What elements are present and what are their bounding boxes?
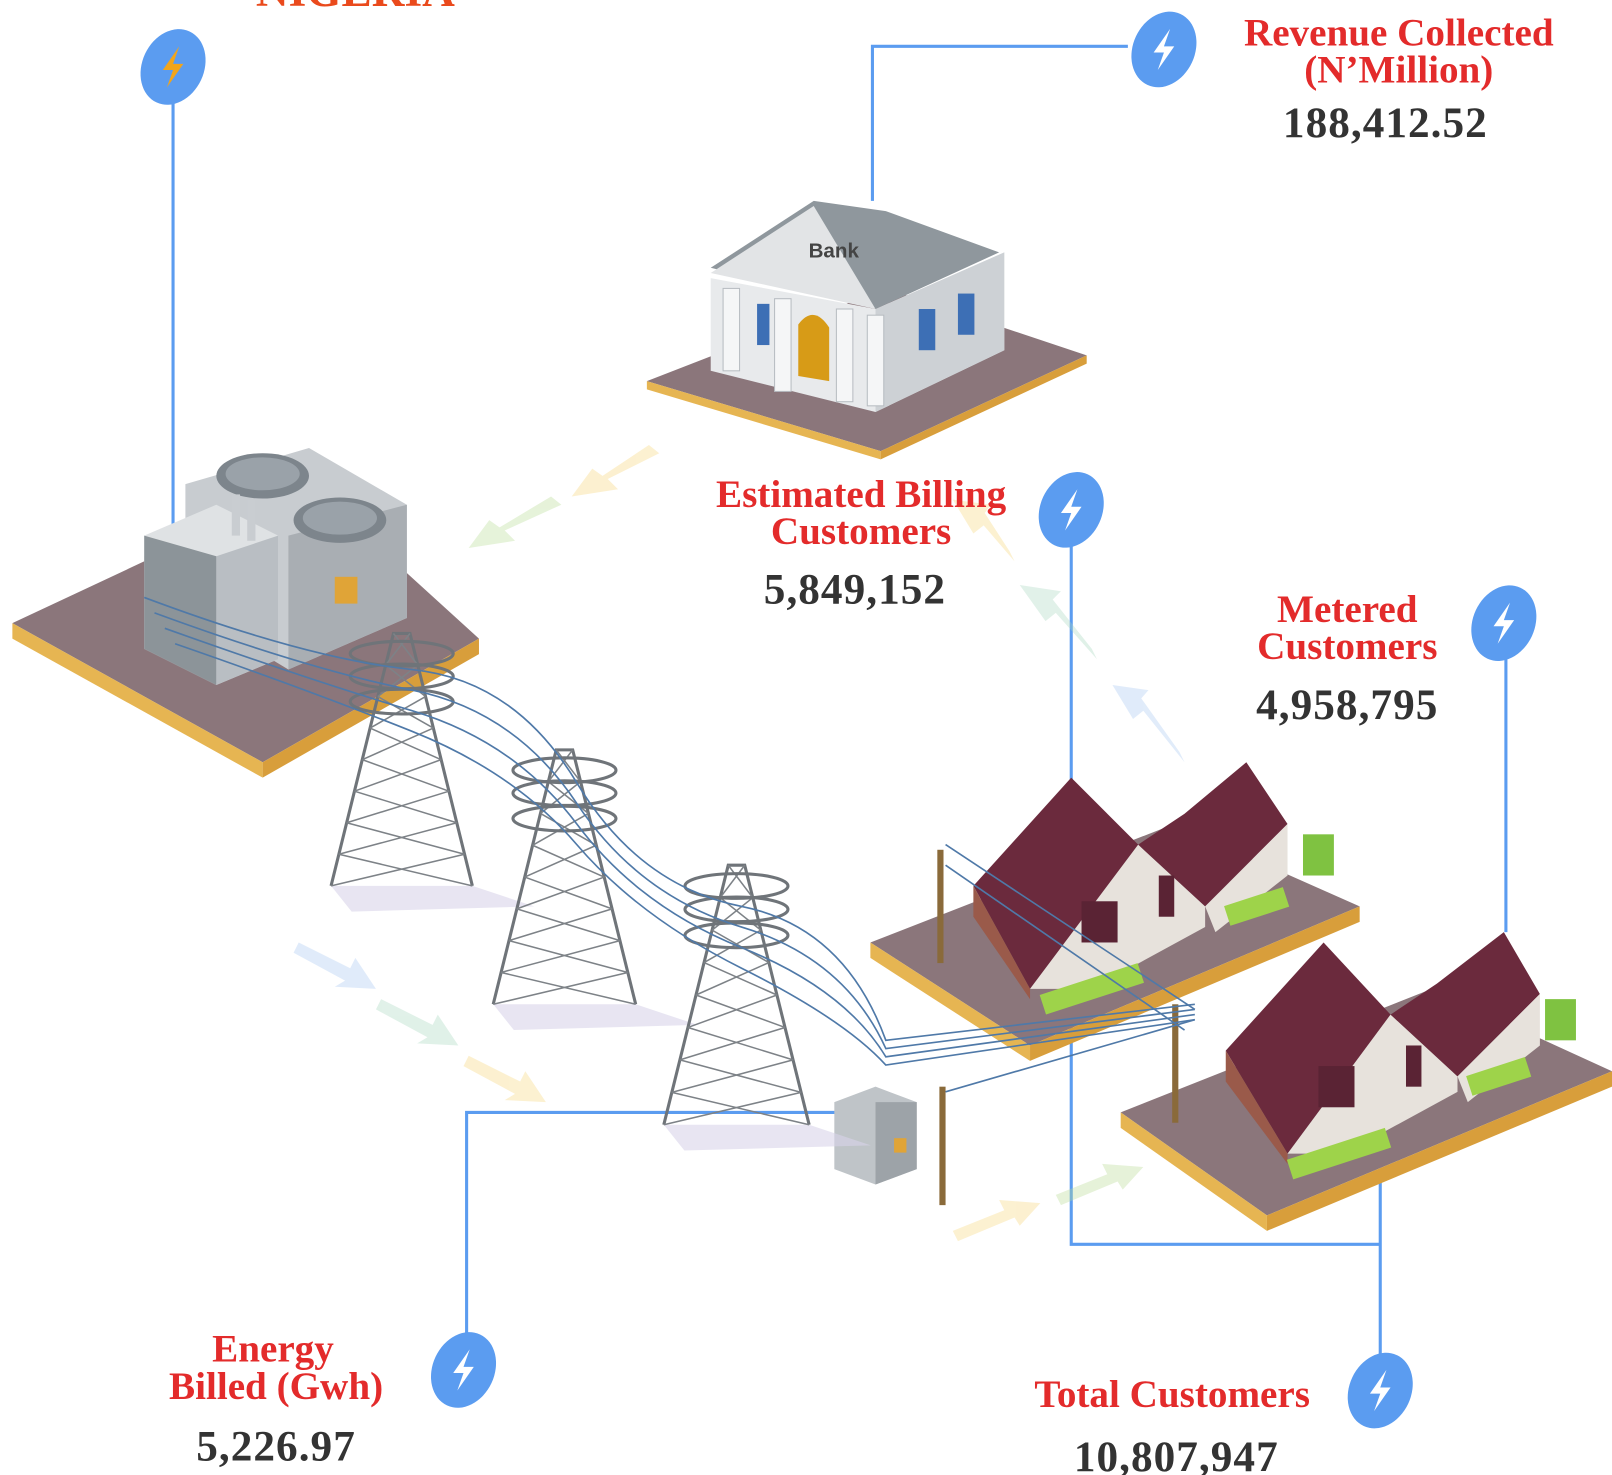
tower-brace bbox=[533, 845, 605, 877]
shape bbox=[937, 850, 943, 963]
metric-label: Customers bbox=[1257, 625, 1437, 668]
metric-value: 5,849,152 bbox=[764, 566, 946, 614]
tower-brace bbox=[370, 728, 441, 760]
shape bbox=[953, 1200, 1041, 1241]
tower-brace bbox=[672, 1092, 809, 1124]
shape bbox=[1545, 999, 1576, 1040]
tower-arm bbox=[513, 781, 616, 806]
tower-brace bbox=[339, 823, 457, 855]
shape bbox=[775, 299, 791, 392]
page: {"header":{"title":"NIGERIA"}, "scene":{… bbox=[0, 0, 1612, 1475]
tower-brace bbox=[672, 1060, 793, 1092]
metric-label: Billed (Gwh) bbox=[169, 1365, 383, 1408]
shape bbox=[867, 315, 883, 406]
tower-brace bbox=[509, 909, 612, 941]
shape bbox=[872, 46, 1127, 201]
tower-brace bbox=[362, 728, 433, 760]
tower-brace bbox=[517, 877, 604, 909]
tower-brace bbox=[696, 995, 785, 1027]
tower-brace bbox=[696, 963, 769, 995]
tower-brace bbox=[680, 1060, 801, 1092]
shape bbox=[335, 577, 358, 604]
tower-brace bbox=[362, 760, 449, 792]
tower-brace bbox=[509, 941, 628, 973]
metric-label: Total Customers bbox=[1034, 1373, 1310, 1416]
metric-value: 10,807,947 bbox=[1074, 1433, 1279, 1475]
shape bbox=[723, 288, 739, 370]
shape bbox=[958, 294, 974, 335]
tower-brace bbox=[493, 972, 628, 1004]
metric-label: (N’Million) bbox=[1304, 48, 1493, 91]
shape bbox=[303, 502, 377, 535]
shape bbox=[798, 315, 829, 381]
tower-arm bbox=[685, 897, 788, 922]
shape bbox=[469, 496, 562, 548]
infographic: Bank bbox=[0, 0, 1612, 1475]
shape bbox=[939, 1087, 945, 1205]
shape bbox=[294, 942, 376, 988]
tower-brace bbox=[347, 791, 449, 823]
shape bbox=[376, 999, 458, 1045]
shape bbox=[247, 500, 255, 541]
tower-brace bbox=[688, 995, 777, 1027]
tower-shadow bbox=[493, 1004, 697, 1030]
tower-brace bbox=[501, 972, 636, 1004]
metric-label: Customers bbox=[771, 510, 951, 553]
metric-value: 4,958,795 bbox=[1256, 681, 1438, 729]
shape bbox=[1082, 901, 1118, 942]
tower-brace bbox=[347, 823, 465, 855]
title: NIGERIA bbox=[256, 0, 455, 16]
shape bbox=[757, 304, 769, 345]
shape bbox=[216, 536, 278, 685]
shape bbox=[1303, 834, 1334, 875]
shape bbox=[1406, 1045, 1421, 1086]
tower-brace bbox=[331, 854, 465, 886]
tower-brace bbox=[525, 877, 612, 909]
metric-value: 5,226.97 bbox=[196, 1423, 356, 1471]
shape bbox=[1056, 1164, 1144, 1205]
shape bbox=[1159, 876, 1174, 917]
bank-sign: Bank bbox=[809, 240, 860, 263]
shape bbox=[894, 1138, 906, 1152]
shape bbox=[464, 1056, 546, 1102]
shape bbox=[919, 309, 935, 350]
shape bbox=[1112, 685, 1184, 762]
shape bbox=[232, 494, 240, 535]
shape bbox=[467, 1112, 845, 1359]
tower-brace bbox=[680, 1027, 785, 1059]
shape bbox=[1318, 1066, 1354, 1107]
tower-brace bbox=[339, 854, 473, 886]
metric-value: 188,412.52 bbox=[1283, 99, 1488, 147]
tower-brace bbox=[525, 845, 597, 877]
tower-brace bbox=[664, 1092, 801, 1124]
shape bbox=[836, 309, 852, 402]
tower-brace bbox=[354, 760, 441, 792]
tower-shadow bbox=[331, 886, 534, 912]
tower-brace bbox=[688, 1027, 793, 1059]
shape bbox=[1020, 585, 1097, 659]
tower-brace bbox=[354, 791, 456, 823]
shape bbox=[572, 445, 660, 497]
tower-brace bbox=[501, 941, 620, 973]
shape bbox=[226, 457, 300, 490]
tower-brace bbox=[517, 909, 620, 941]
